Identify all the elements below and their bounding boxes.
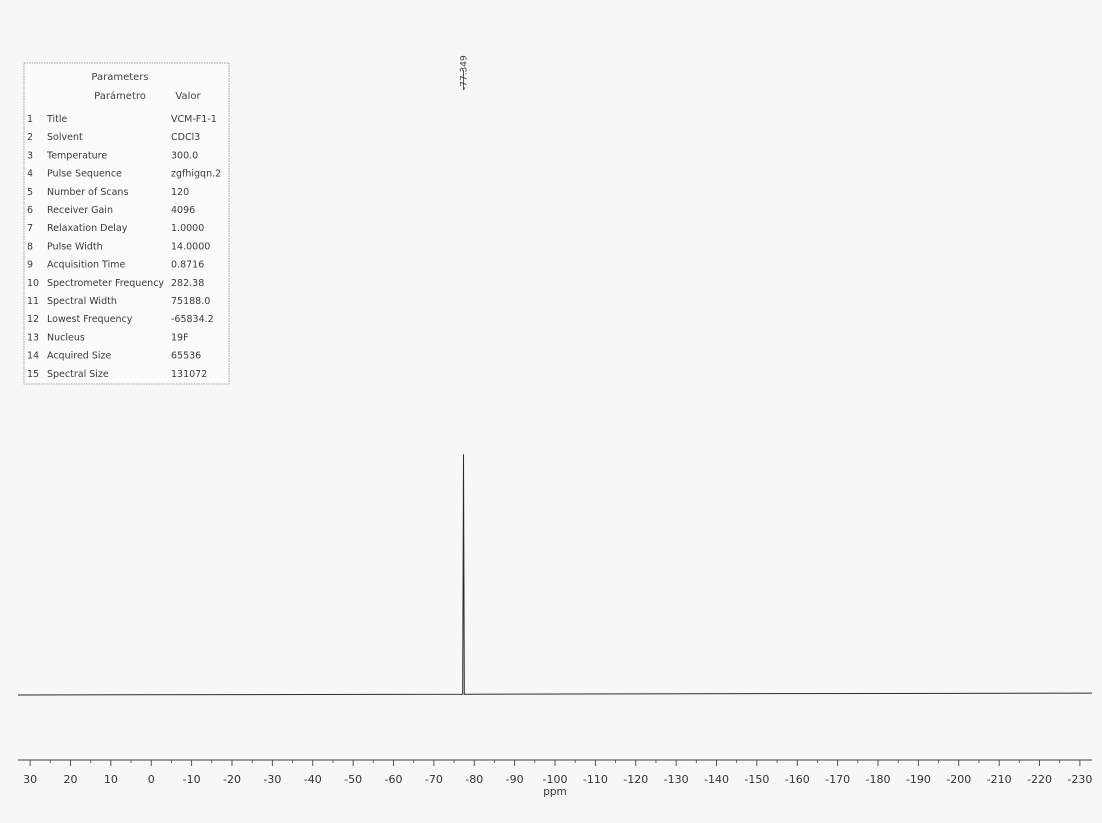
parameter-row-number: 4 [27,169,33,180]
value-column-header: Valor [175,91,201,102]
parameter-row-name: Relaxation Delay [47,223,128,234]
x-tick-label: 0 [148,773,155,786]
parameter-row-value: 120 [171,187,189,198]
x-tick-label: 10 [104,773,118,786]
parameter-row-name: Spectrometer Frequency [47,278,164,289]
x-tick-label: -100 [543,773,568,786]
parameter-row-name: Pulse Width [47,241,103,252]
parameter-row-number: 15 [27,369,39,380]
x-tick-label: -10 [183,773,201,786]
x-tick-label: -40 [304,773,322,786]
parameters-table: Parameters Parámetro Valor 1 Title VCM-F1-1 2 S… [23,62,230,385]
x-tick-label: -50 [344,773,362,786]
x-tick-label: -60 [385,773,403,786]
x-tick-label: -140 [704,773,729,786]
parameter-row-value: 65536 [171,351,201,362]
parameters-table-title: Parameters [91,72,148,83]
x-tick-label: -130 [664,773,689,786]
x-axis-title: ppm [543,786,567,798]
parameter-row-number: 8 [27,241,33,252]
parameter-row-name: Lowest Frequency [47,314,133,325]
x-tick-label: -120 [623,773,648,786]
parameter-row-name: Number of Scans [47,187,128,198]
parameter-row-value: 14.0000 [171,241,210,252]
parameter-row-name: Nucleus [47,332,85,343]
x-tick-label: -210 [987,773,1012,786]
x-tick-label: 30 [23,773,37,786]
parameter-row-value: VCM-F1-1 [171,114,217,125]
spectrum-trace [17,454,1093,696]
x-tick-label: -220 [1027,773,1052,786]
parameter-row-number: 7 [27,223,33,234]
x-tick-label: -200 [946,773,971,786]
parameter-row-value: CDCl3 [171,132,200,143]
x-tick-label: -150 [744,773,769,786]
parameter-row-value: 282.38 [171,278,204,289]
spectrum-plot: -77.349 [17,55,1093,696]
parameter-row-number: 2 [27,132,33,143]
parameter-row-value: 4096 [171,205,195,216]
parameter-row-name: Receiver Gain [47,205,113,216]
parameter-row-name: Pulse Sequence [47,169,122,180]
parameter-row-value: 131072 [171,369,207,380]
parameter-row-name: Temperature [46,150,107,161]
parameters-table-border [23,62,230,385]
parameter-row-number: 11 [27,296,39,307]
parameter-row-name: Acquired Size [47,351,111,362]
parameter-row-name: Spectral Size [47,369,109,380]
x-tick-label: -70 [425,773,443,786]
x-tick-label: -160 [785,773,810,786]
parameter-row-number: 12 [27,314,39,325]
parameter-row-number: 13 [27,332,39,343]
parameter-row-value: 19F [171,332,189,343]
x-tick-label: -20 [223,773,241,786]
x-tick-label: -80 [465,773,483,786]
parameter-row-number: 3 [27,150,33,161]
parameters-column-header: Parámetro [94,90,146,102]
x-tick-label: -180 [866,773,891,786]
parameter-row-number: 9 [27,260,33,271]
x-tick-label: -170 [825,773,850,786]
peak-label: -77.349 [460,55,470,90]
parameter-row-value: -65834.2 [171,314,214,325]
x-tick-label: -90 [506,773,524,786]
x-tick-label: -190 [906,773,931,786]
parameter-row-name: Title [46,114,68,125]
x-tick-label: -230 [1067,773,1092,786]
parameter-row-number: 14 [27,351,39,362]
parameter-row-value: 1.0000 [171,223,204,234]
parameter-row-value: 300.0 [171,150,198,161]
parameter-row-number: 10 [27,278,39,289]
x-tick-label: -110 [583,773,608,786]
ppm-axis: 30 20 10 0 -10 -20 -30 -40 -50 -60 -70 -80 -90 -100 -1… [18,759,1092,798]
x-tick-label: -30 [263,773,281,786]
parameter-row-value: zgfhigqn.2 [171,169,221,180]
parameter-row-number: 6 [27,205,33,216]
parameter-row-value: 0.8716 [171,260,204,271]
parameter-row-number: 1 [27,114,33,125]
parameter-row-name: Acquisition Time [47,260,125,271]
parameter-row-value: 75188.0 [171,296,210,307]
parameter-row-number: 5 [27,187,33,198]
parameter-row-name: Solvent [47,132,83,143]
parameter-row-name: Spectral Width [47,296,117,307]
x-tick-label: 20 [63,773,77,786]
